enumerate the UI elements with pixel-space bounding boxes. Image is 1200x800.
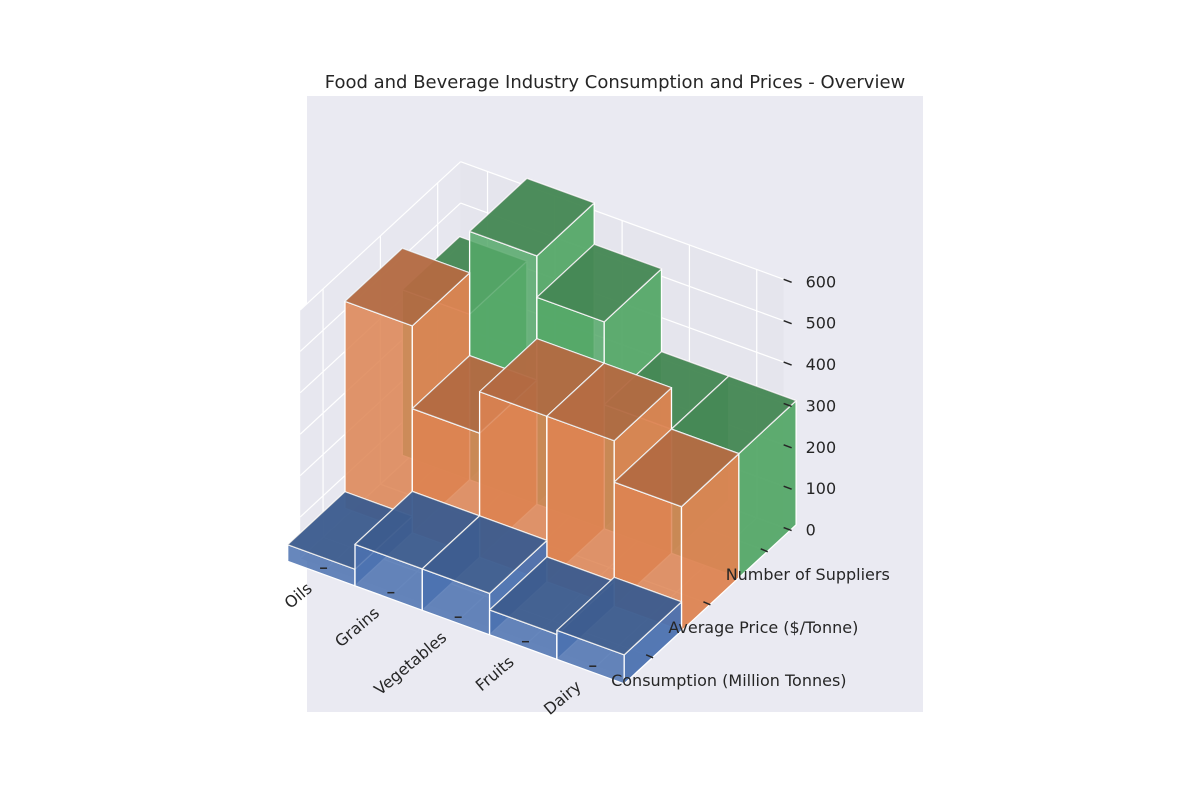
z-tick bbox=[783, 402, 792, 408]
z-tick-label: 500 bbox=[806, 314, 837, 333]
z-tick-label: 100 bbox=[806, 479, 837, 498]
tick-marks bbox=[320, 278, 792, 667]
bar-top-shade bbox=[671, 376, 797, 454]
z-tick-label: 600 bbox=[806, 272, 837, 291]
bar-top-shade bbox=[355, 491, 480, 569]
y-tick bbox=[645, 654, 654, 659]
bar-top-face bbox=[421, 515, 548, 595]
bar-top-shade bbox=[479, 338, 605, 417]
z-tick-label: 300 bbox=[806, 396, 837, 415]
y-tick-label: Average Price ($/Tonne) bbox=[668, 618, 858, 637]
bar bbox=[556, 576, 683, 685]
bar-top-face bbox=[556, 576, 683, 656]
bar-top-shade bbox=[546, 363, 672, 441]
y-tick bbox=[703, 601, 711, 606]
z-tick bbox=[783, 526, 792, 532]
bar-top-shade bbox=[536, 244, 662, 322]
chart-title: Food and Beverage Industry Consumption a… bbox=[325, 72, 906, 93]
z-tick-label: 200 bbox=[806, 438, 837, 457]
bar-top-face bbox=[468, 177, 595, 257]
bar-top-face bbox=[546, 362, 673, 442]
z-tick bbox=[783, 485, 792, 490]
bar-top-face bbox=[613, 428, 740, 508]
bar-top-shade bbox=[489, 556, 615, 635]
z-tick bbox=[783, 319, 792, 325]
y-tick bbox=[760, 548, 769, 553]
z-tick-label: 0 bbox=[806, 521, 816, 540]
y-tick-label: Consumption (Million Tonnes) bbox=[611, 671, 846, 690]
bar-top-shade bbox=[614, 429, 739, 507]
z-tick-label: 400 bbox=[806, 355, 837, 374]
bar-top-face bbox=[536, 243, 663, 323]
bar-top-shade bbox=[422, 515, 547, 594]
bar-top-shade bbox=[345, 248, 470, 326]
bar-top-shade bbox=[469, 178, 595, 256]
z-tick bbox=[783, 361, 792, 366]
bars bbox=[287, 177, 797, 685]
z-tick bbox=[783, 444, 792, 449]
bar-top-shade bbox=[556, 577, 682, 655]
y-tick-label: Number of Suppliers bbox=[726, 565, 890, 584]
bar-top-face bbox=[344, 247, 471, 327]
bar-top-shade bbox=[287, 491, 413, 570]
bar bbox=[613, 428, 740, 632]
z-tick bbox=[783, 278, 792, 284]
